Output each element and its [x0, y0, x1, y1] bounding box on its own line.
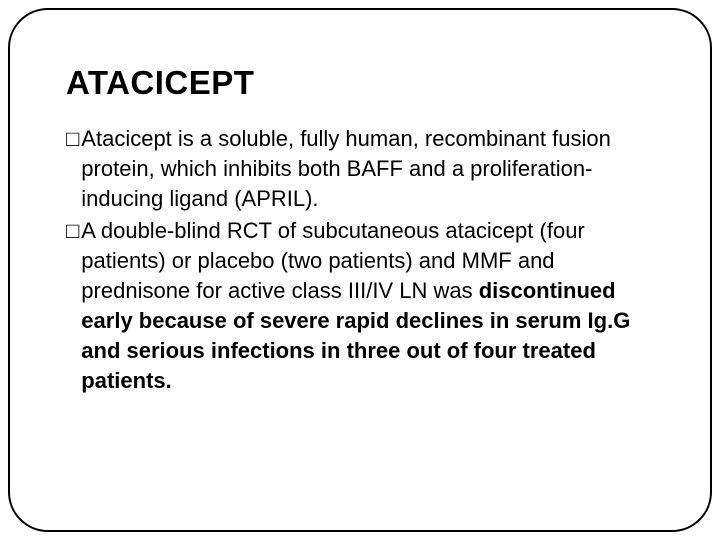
bullet-list: □ Atacicept is a soluble, fully human, r… — [66, 124, 662, 396]
bullet-item: □ A double-blind RCT of subcutaneous ata… — [66, 216, 662, 396]
bullet-marker-icon: □ — [66, 216, 79, 246]
bullet-marker-icon: □ — [66, 124, 79, 154]
bullet-text: A double-blind RCT of subcutaneous ataci… — [81, 216, 662, 396]
slide-frame: ATACICEPT □ Atacicept is a soluble, full… — [8, 8, 712, 532]
slide-title: ATACICEPT — [66, 64, 662, 102]
bullet-item: □ Atacicept is a soluble, fully human, r… — [66, 124, 662, 214]
bullet-text: Atacicept is a soluble, fully human, rec… — [81, 124, 662, 214]
